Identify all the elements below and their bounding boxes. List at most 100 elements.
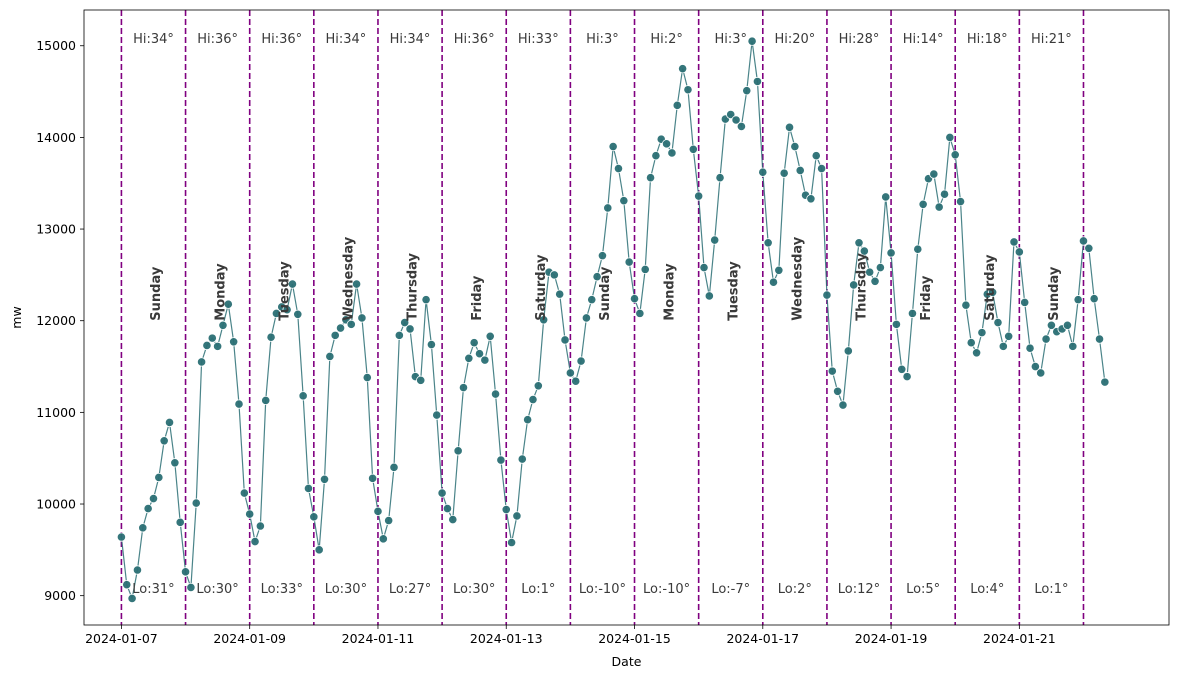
data-point (357, 313, 367, 323)
data-point (1030, 361, 1040, 372)
data-point (159, 436, 169, 446)
day-low-temp: Lo:27° (389, 582, 431, 597)
data-point (1089, 294, 1099, 304)
data-point (1036, 368, 1046, 378)
data-point (426, 339, 437, 350)
data-point (394, 330, 404, 340)
data-point (170, 458, 180, 468)
data-point (560, 335, 570, 345)
data-point (421, 295, 431, 305)
day-high-temp: Hi:34° (325, 32, 366, 47)
data-point (699, 262, 709, 273)
data-point (250, 536, 260, 547)
day-low-temp: Lo:33° (261, 582, 303, 597)
data-point (827, 366, 837, 376)
data-point (191, 498, 201, 508)
data-point (186, 582, 196, 593)
data-point (993, 317, 1003, 328)
data-point (736, 121, 747, 132)
data-point (1094, 334, 1105, 344)
data-point (667, 148, 677, 158)
data-point (1084, 243, 1094, 253)
data-point (442, 503, 453, 514)
weekday-label: Thursday (406, 253, 421, 321)
weekday-label: Wednesday (342, 236, 357, 320)
data-point (678, 64, 688, 74)
data-point (405, 324, 415, 334)
data-point (576, 356, 586, 366)
data-point (373, 506, 383, 516)
data-point (897, 364, 907, 374)
data-point (565, 368, 575, 378)
data-point (346, 319, 356, 329)
data-point (202, 340, 212, 351)
data-point (971, 348, 982, 358)
data-point (528, 394, 538, 405)
data-point (907, 308, 918, 318)
data-point (763, 238, 773, 248)
data-point (988, 287, 998, 297)
data-point (752, 76, 763, 87)
weekday-label: Sunday (598, 266, 613, 321)
data-point (154, 472, 164, 483)
x-tick-label: 2024-01-19 (855, 631, 928, 646)
data-point (1078, 236, 1089, 246)
data-point (261, 395, 271, 406)
data-point (506, 537, 517, 548)
data-point (116, 532, 127, 542)
data-point (207, 333, 217, 343)
data-point (298, 391, 308, 401)
x-axis-ticks: 2024-01-07 2024-01-09 2024-01-11 2024-01-13… (85, 625, 1056, 646)
x-tick-label: 2024-01-11 (342, 631, 415, 646)
day-low-temp: Lo:2° (778, 582, 812, 597)
data-point (555, 289, 565, 299)
data-point (843, 346, 853, 356)
data-point (533, 381, 543, 391)
data-point (1062, 320, 1073, 330)
day-high-temp: Hi:3° (714, 32, 747, 47)
data-point (833, 386, 843, 396)
data-point (314, 545, 324, 555)
data-point (811, 151, 821, 161)
data-point (138, 523, 148, 533)
data-point (742, 86, 752, 96)
day-high-temp: Hi:14° (903, 32, 944, 47)
data-point (523, 415, 533, 425)
data-point (416, 375, 426, 385)
data-point (822, 290, 832, 300)
data-point (731, 115, 741, 125)
data-point (474, 349, 485, 359)
x-tick-label: 2024-01-09 (213, 631, 286, 646)
data-point (624, 257, 634, 267)
y-tick-label: 15000 (36, 38, 76, 53)
day-low-temp: Lo:-7° (711, 582, 750, 597)
day-high-temp: Hi:34° (133, 32, 174, 47)
weekday-label: Monday (213, 263, 228, 321)
data-point (122, 580, 132, 590)
data-point (715, 173, 725, 183)
data-point (571, 376, 581, 386)
data-point (1041, 334, 1051, 344)
data-point (432, 410, 442, 420)
data-point (977, 328, 987, 338)
data-point (758, 167, 768, 177)
data-point (458, 383, 469, 393)
data-point (496, 455, 506, 465)
data-point (806, 194, 816, 204)
data-point (164, 417, 175, 428)
data-point (875, 262, 885, 273)
data-point (1100, 377, 1110, 387)
y-tick-label: 9000 (44, 588, 76, 603)
data-point (854, 238, 864, 248)
data-point (351, 279, 362, 289)
day-low-temp: Lo:30° (196, 582, 238, 597)
weekday-label: Wednesday (791, 236, 806, 320)
day-low-temp: Lo:30° (453, 582, 495, 597)
data-point (918, 199, 928, 209)
weekday-label: Sunday (149, 266, 164, 321)
data-point (490, 389, 501, 399)
data-point (902, 372, 912, 382)
data-point (998, 341, 1008, 351)
data-point (710, 235, 720, 245)
day-high-temp: Hi:20° (774, 32, 815, 47)
